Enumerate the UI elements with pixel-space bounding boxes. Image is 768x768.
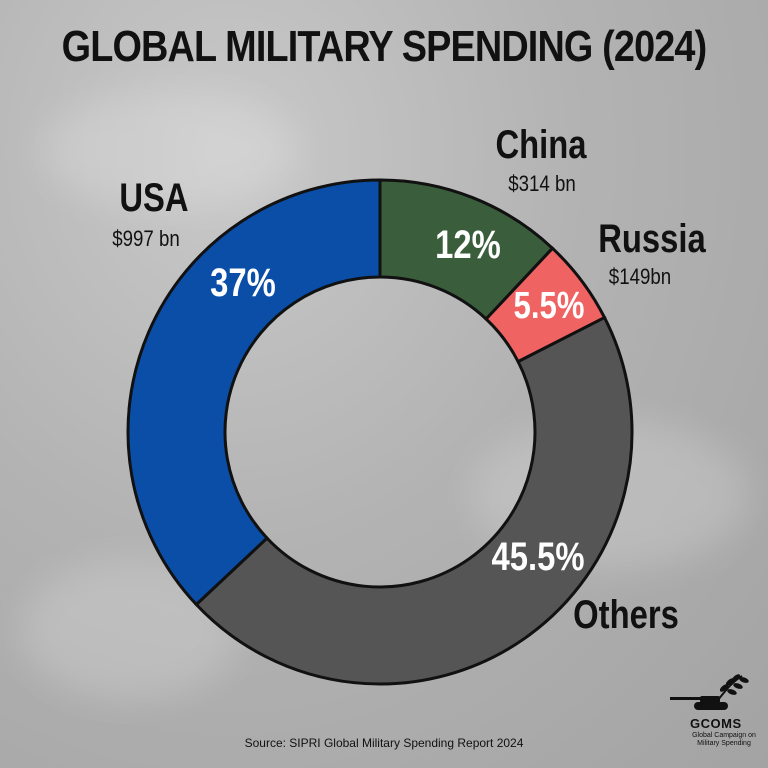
logo-name: GCOMS — [690, 716, 742, 731]
source-note: Source: SIPRI Global Military Spending R… — [244, 736, 524, 750]
cloud-shape — [40, 90, 300, 210]
amount-label-usa: $997 bn — [112, 228, 180, 252]
chart-title: GLOBAL MILITARY SPENDING (2024) — [61, 22, 708, 71]
pct-label-usa: 37% — [210, 260, 276, 305]
gcoms-logo: GCOMS Global Campaign on Military Spendi… — [668, 672, 764, 764]
amount-label-russia: $149bn — [609, 266, 671, 290]
pct-label-china: 12% — [435, 222, 501, 267]
name-label-china: China — [495, 122, 587, 167]
slice-usa — [126, 178, 382, 607]
logo-subtitle: Global Campaign on Military Spending — [692, 732, 756, 747]
amount-label-china: $314 bn — [508, 173, 576, 197]
name-label-usa: USA — [119, 175, 188, 220]
slice-others — [194, 315, 634, 686]
pct-label-others: 45.5% — [492, 534, 585, 579]
name-label-russia: Russia — [598, 216, 706, 261]
name-label-others: Others — [573, 592, 679, 637]
tank-olive-branch-icon — [670, 674, 749, 710]
pct-label-russia: 5.5% — [514, 285, 585, 327]
